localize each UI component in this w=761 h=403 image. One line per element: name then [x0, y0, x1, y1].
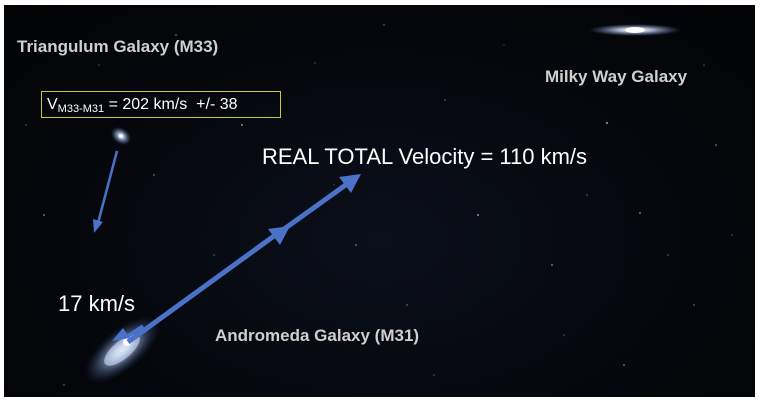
m33-galaxy-image [110, 126, 132, 146]
m31-speed-label: 17 km/s [58, 291, 136, 316]
m33-label: Triangulum Galaxy (M33) [17, 37, 219, 56]
milky-way-galaxy-image [589, 24, 681, 36]
total-velocity-label: REAL TOTAL Velocity = 110 km/s [262, 144, 588, 169]
velocity-symbol: V [47, 96, 58, 113]
andromeda-label: Andromeda Galaxy (M31) [215, 326, 420, 345]
m31-velocity-arrow [112, 324, 144, 341]
galaxy-illustrations [84, 24, 681, 384]
space-scene: Triangulum Galaxy (M33) Milky Way Galaxy… [4, 5, 755, 397]
total-velocity-arrow [126, 174, 361, 345]
velocity-value: = 202 km/s +/- 38 [104, 96, 238, 113]
velocity-subscript: M33-M31 [57, 103, 105, 115]
m33-m31-velocity-box: VM33-M31 = 202 km/s +/- 38 [41, 91, 281, 118]
milky-way-label: Milky Way Galaxy [545, 67, 688, 86]
star-field [25, 24, 733, 386]
m31-galaxy-image [84, 316, 160, 384]
m33-velocity-arrow [93, 150, 119, 233]
